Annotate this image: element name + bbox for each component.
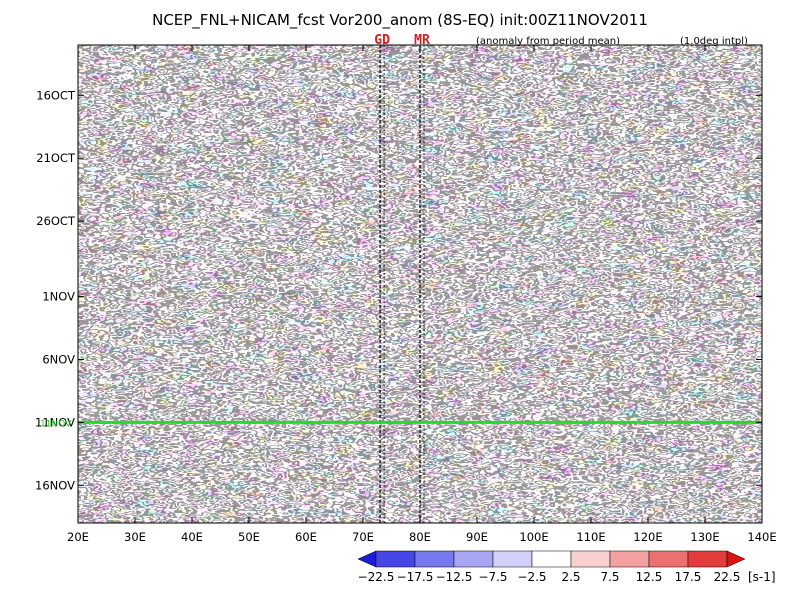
x-tick-label: 130E xyxy=(690,530,719,544)
colorbar-label: 22.5 xyxy=(714,570,741,584)
colorbar-label: −2.5 xyxy=(517,570,546,584)
y-tick-label: 16NOV xyxy=(35,478,75,492)
x-tick-label: 20E xyxy=(67,530,89,544)
colorbar-label: −7.5 xyxy=(478,570,507,584)
x-tick-label: 50E xyxy=(238,530,260,544)
colorbar-label: 7.5 xyxy=(600,570,619,584)
colorbar-segment xyxy=(492,550,533,568)
x-tick-label: 40E xyxy=(181,530,203,544)
colorbar-min-arrow xyxy=(357,550,377,568)
colorbar-label: 17.5 xyxy=(675,570,702,584)
colorbar-label: −12.5 xyxy=(436,570,473,584)
colorbar-label: 12.5 xyxy=(636,570,663,584)
x-tick-label: 90E xyxy=(466,530,488,544)
reference-line-label: GD xyxy=(374,33,390,48)
x-tick-label: 100E xyxy=(519,530,548,544)
colorbar-label: −17.5 xyxy=(397,570,434,584)
colorbar-max-arrow xyxy=(726,550,746,568)
colorbar-segment xyxy=(531,550,572,568)
colorbar-segment xyxy=(453,550,494,568)
x-tick-label: 120E xyxy=(633,530,662,544)
colorbar-segment xyxy=(609,550,650,568)
chart-title: NCEP_FNL+NICAM_fcst Vor200_anom (8S-EQ) … xyxy=(152,11,648,30)
y-tick-label: 16OCT xyxy=(36,88,76,102)
x-tick-label: 30E xyxy=(124,530,146,544)
plot-area xyxy=(78,45,762,523)
subtitle-right: (1.0deg intpl) xyxy=(680,36,748,47)
x-tick-label: 80E xyxy=(409,530,431,544)
reference-line-label: MR xyxy=(414,33,430,48)
y-tick-label: 21OCT xyxy=(36,151,76,165)
colorbar-label: −22.5 xyxy=(358,570,395,584)
x-tick-label: 110E xyxy=(576,530,605,544)
colorbar-segment xyxy=(687,550,728,568)
colorbar-segment xyxy=(570,550,611,568)
contour-lines xyxy=(78,45,762,523)
colorbar-segment xyxy=(375,550,416,568)
subtitle-left: (anomaly from period mean) xyxy=(476,36,620,47)
x-tick-label: 60E xyxy=(295,530,317,544)
init-line-label: 11NOV xyxy=(40,419,72,429)
x-tick-label: 140E xyxy=(747,530,776,544)
colorbar-label: 2.5 xyxy=(561,570,580,584)
y-tick-label: 6NOV xyxy=(42,352,75,366)
colorbar-unit: [s-1] xyxy=(748,570,776,584)
colorbar-segment xyxy=(414,550,455,568)
colorbar-segment xyxy=(648,550,689,568)
y-tick-label: 1NOV xyxy=(42,290,75,304)
y-tick-label: 26OCT xyxy=(36,214,76,228)
x-tick-label: 70E xyxy=(352,530,374,544)
y-tick-label: 11NOV xyxy=(35,415,75,429)
